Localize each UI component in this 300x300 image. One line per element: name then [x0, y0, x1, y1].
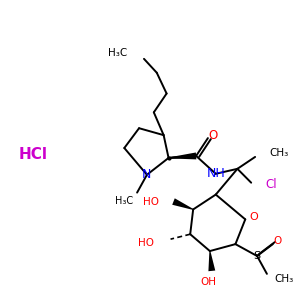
Text: HO: HO [138, 238, 154, 248]
Text: N: N [142, 168, 152, 181]
Polygon shape [169, 152, 196, 159]
Text: S: S [254, 251, 261, 261]
Text: OH: OH [200, 277, 216, 287]
Polygon shape [208, 251, 215, 271]
Text: O: O [208, 129, 218, 142]
Text: HCl: HCl [19, 148, 48, 163]
Text: CH₃: CH₃ [269, 148, 288, 158]
Text: O: O [274, 236, 282, 246]
Text: H₃C: H₃C [108, 48, 127, 58]
Polygon shape [172, 198, 193, 210]
Text: O: O [249, 212, 258, 222]
Text: H₃C: H₃C [115, 196, 133, 206]
Text: NH: NH [206, 167, 225, 180]
Text: HO: HO [143, 196, 159, 206]
Text: Cl: Cl [265, 178, 277, 191]
Text: CH₃: CH₃ [275, 274, 294, 284]
